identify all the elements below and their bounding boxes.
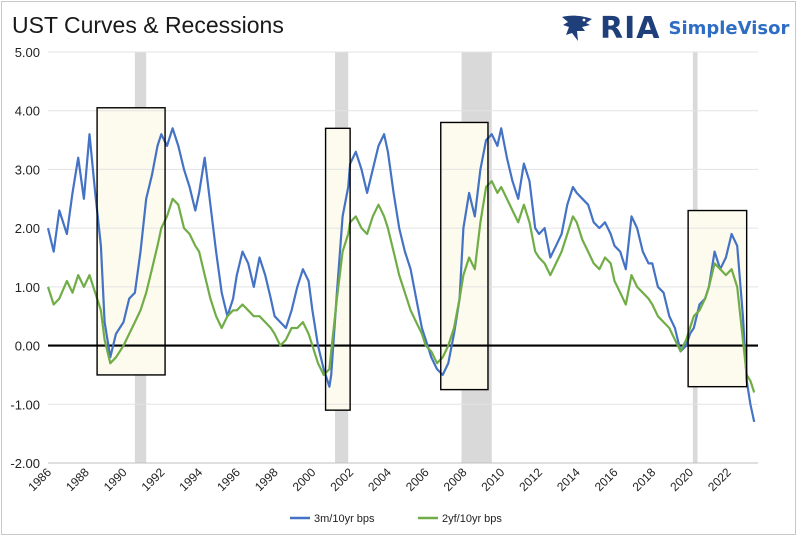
legend-label-0: 3m/10yr bps <box>314 513 375 525</box>
highlight-box-outline-1 <box>324 127 351 411</box>
x-axis: 1986 1988 1990 1992 1994 1996 1998 2000 2002 2004… <box>25 462 758 494</box>
x-tick-label: 1990 <box>101 465 130 494</box>
x-tick-label: 2010 <box>479 465 508 494</box>
x-tick-label: 2002 <box>327 465 356 494</box>
legend: 3m/10yr bps 2yf/10yr bps <box>290 513 502 525</box>
logo-ria-text: RIA <box>600 10 661 46</box>
brand-logo: RIA SimpleVisor <box>560 8 789 48</box>
x-tick-label: 2012 <box>516 465 545 494</box>
y-tick-label: 2.00 <box>15 221 40 236</box>
x-tick-label: 2014 <box>554 465 583 494</box>
x-tick-label: 2020 <box>667 465 696 494</box>
series-line-1 <box>46 180 756 393</box>
series-line-0 <box>46 127 756 423</box>
highlight-box-outlines <box>96 107 748 411</box>
x-tick-label: 1998 <box>252 465 281 494</box>
highlight-box-fill-3 <box>688 210 747 387</box>
x-tick-label: 2004 <box>365 465 394 494</box>
x-tick-label: 2006 <box>403 465 432 494</box>
x-tick-label: 2018 <box>630 465 659 494</box>
highlight-box-outline-2 <box>440 121 489 391</box>
legend-label-1: 2yf/10yr bps <box>442 513 502 525</box>
x-tick-label: 1988 <box>63 465 92 494</box>
y-tick-label: 1.00 <box>15 280 40 295</box>
y-tick-label: -2.00 <box>10 456 40 471</box>
x-tick-label: 2022 <box>705 465 734 494</box>
y-tick-label: 3.00 <box>15 162 40 177</box>
y-tick-label: 5.00 <box>15 45 40 60</box>
chart-title: UST Curves & Recessions <box>12 12 284 38</box>
y-tick-label: 4.00 <box>15 104 40 119</box>
y-tick-label: 0.00 <box>15 339 40 354</box>
eagle-icon <box>562 15 592 42</box>
y-tick-label: -1.00 <box>10 397 40 412</box>
x-tick-label: 1996 <box>214 465 243 494</box>
series-lines <box>46 127 756 423</box>
highlight-boxes <box>97 107 747 411</box>
x-tick-label: 1992 <box>139 465 168 494</box>
x-tick-label: 2016 <box>592 465 621 494</box>
y-axis: 5.00 4.00 3.00 2.00 1.00 0.00 -1.00 -2.00 <box>10 45 40 471</box>
highlight-box-outline-3 <box>687 209 748 388</box>
x-tick-label: 1994 <box>176 465 205 494</box>
logo-simplevisor-text: SimpleVisor <box>668 17 790 39</box>
x-tick-label: 2008 <box>441 465 470 494</box>
recession-bands <box>134 52 698 463</box>
x-tick-label: 2000 <box>290 465 319 494</box>
highlight-box-outline-0 <box>96 107 166 376</box>
